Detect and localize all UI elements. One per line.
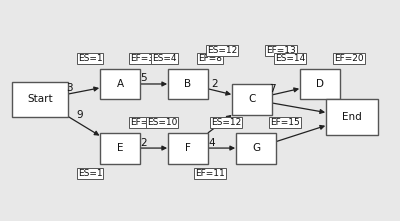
Text: ES=4: ES=4 [152,54,177,63]
Text: EF=13: EF=13 [266,46,296,55]
Text: ES=10: ES=10 [147,118,177,127]
Text: G: G [252,143,260,153]
Text: E: E [117,143,123,153]
Text: 5: 5 [140,73,147,84]
Text: EF=3: EF=3 [130,54,154,63]
Text: ES=12: ES=12 [211,118,241,127]
Text: EF=9: EF=9 [130,118,154,127]
Text: C: C [248,94,256,105]
Text: EF=11: EF=11 [195,169,225,178]
Text: EF=15: EF=15 [270,118,300,127]
Text: 2: 2 [212,80,218,90]
Text: A: A [116,79,124,89]
Text: EF=8: EF=8 [198,54,222,63]
Text: D: D [316,79,324,89]
Text: ES=12: ES=12 [207,46,237,55]
FancyBboxPatch shape [326,99,378,135]
Text: ES=1: ES=1 [78,169,102,178]
Text: 2: 2 [140,137,147,148]
Text: F: F [185,143,191,153]
Text: 7: 7 [269,84,275,94]
FancyBboxPatch shape [236,133,276,164]
FancyBboxPatch shape [232,84,272,115]
Text: 9: 9 [76,110,83,120]
FancyBboxPatch shape [168,133,208,164]
FancyBboxPatch shape [168,69,208,99]
Text: End: End [342,112,362,122]
Text: 4: 4 [208,137,215,148]
Text: EF=20: EF=20 [334,54,364,63]
Text: Start: Start [27,94,53,105]
FancyBboxPatch shape [12,82,68,117]
Text: ES=1: ES=1 [78,54,102,63]
Text: B: B [184,79,192,89]
FancyBboxPatch shape [100,69,140,99]
FancyBboxPatch shape [100,133,140,164]
Text: ES=14: ES=14 [275,54,305,63]
Text: 3: 3 [66,83,72,93]
FancyBboxPatch shape [300,69,340,99]
